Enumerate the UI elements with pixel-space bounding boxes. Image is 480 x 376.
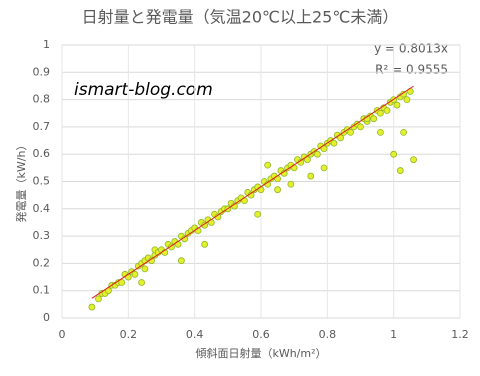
point [390,150,398,158]
y-tick-label: 0 [43,311,50,324]
y-tick-label: 0.6 [33,147,51,160]
point [400,128,408,136]
trendline-equation: y = 0.8013x [374,42,448,56]
point [138,279,146,286]
point [141,265,149,273]
point [254,210,262,218]
point [124,273,132,281]
y-tick-label: 0.7 [33,120,51,133]
watermark: ismart-blog.com [74,80,213,100]
chart-title: 日射量と発電量（気温20℃以上25℃未満） [82,8,399,27]
point [201,240,209,248]
point [370,115,378,123]
trendline-r2: R² = 0.9555 [375,63,448,77]
point [313,150,321,158]
x-tick-label: 0.4 [186,328,204,341]
point [393,101,401,109]
x-axis-label: 傾斜面日射量（kWh/m²） [195,346,326,360]
trendline [91,85,414,299]
point [174,240,182,248]
point [131,270,139,278]
x-tick-label: 0.8 [319,328,337,341]
point [168,243,175,251]
x-tick-label: 0.2 [120,328,138,341]
point [264,161,272,169]
y-tick-label: 0.8 [33,93,51,106]
point [320,164,328,172]
x-tick-label: 0 [59,328,66,341]
x-tick-label: 1 [390,328,397,341]
point [396,167,404,174]
point [347,128,354,136]
point [177,257,185,265]
y-tick-label: 0.4 [33,202,51,215]
y-tick-label: 1 [43,38,50,51]
point [274,186,281,194]
point [410,156,417,164]
y-tick-label: 0.3 [33,229,51,242]
point [376,128,384,136]
y-tick-label: 0.1 [33,284,51,297]
y-tick-label: 0.5 [33,175,51,188]
point [330,139,338,147]
point [403,96,411,103]
x-tick-label: 1.2 [451,328,469,341]
point [201,221,209,229]
point [287,180,295,188]
point [88,303,96,311]
y-tick-label: 0.9 [33,65,51,78]
point [118,279,126,286]
point [95,295,102,303]
point [357,123,364,131]
x-tick-label: 0.6 [252,328,270,341]
point [383,107,391,114]
y-tick-label: 0.2 [33,256,51,269]
point [376,109,384,117]
point [307,172,315,180]
y-axis-label: 発電量（kW/h） [14,140,28,223]
